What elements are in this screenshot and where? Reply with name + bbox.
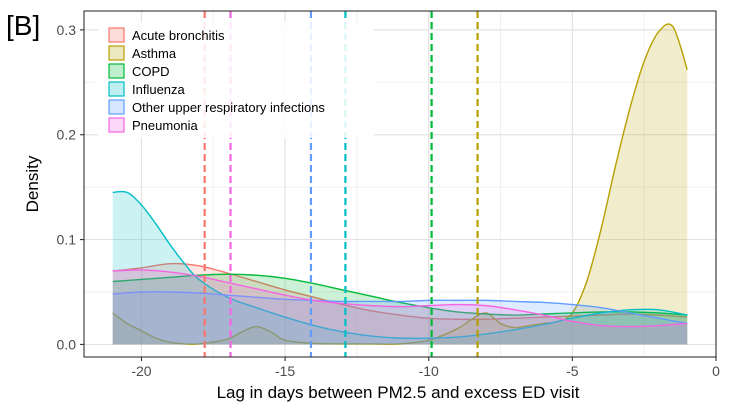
- x-tick-label: -20: [131, 363, 151, 379]
- density-curve: [112, 23, 688, 346]
- y-tick-label: 0.1: [57, 232, 77, 248]
- y-tick-label: 0.3: [57, 22, 77, 38]
- x-tick-label: 0: [712, 363, 720, 379]
- density-curve: [112, 269, 688, 328]
- legend-key: [108, 99, 125, 115]
- legend-label: Pneumonia: [132, 118, 199, 133]
- legend-key: [108, 63, 125, 79]
- legend-label: Asthma: [132, 46, 177, 61]
- legend-background: [98, 22, 374, 138]
- density-curve: [112, 291, 688, 325]
- density-series-3: [112, 190, 688, 345]
- y-axis-label: Density: [23, 155, 42, 212]
- legend-label: COPD: [132, 64, 170, 79]
- density-series-4: [112, 291, 688, 345]
- density-curve: [112, 262, 688, 321]
- x-axis-label: Lag in days between PM2.5 and excess ED …: [217, 383, 580, 402]
- y-tick-label: 0.2: [57, 127, 77, 143]
- density-area: [112, 191, 688, 345]
- density-areas: [112, 23, 688, 346]
- panel-label: [B]: [6, 10, 41, 41]
- legend-key: [108, 81, 125, 97]
- density-series-2: [112, 273, 688, 345]
- legend-key: [108, 45, 125, 61]
- legend-label: Influenza: [132, 82, 186, 97]
- density-area: [112, 291, 688, 345]
- x-tick-label: -15: [275, 363, 295, 379]
- density-area: [112, 274, 688, 345]
- legend-key: [108, 27, 125, 43]
- x-tick-label: -5: [566, 363, 579, 379]
- legend-label: Other upper respiratory infections: [132, 100, 325, 115]
- legend-label: Acute bronchitis: [132, 28, 225, 43]
- y-tick-label: 0.0: [57, 336, 77, 352]
- density-series-5: [112, 269, 688, 345]
- axes: -20 -15 -10 -5 0 0.0 0.1 0.2 0.3 Lag in days betw…: [23, 22, 720, 402]
- x-tick-label: -10: [419, 363, 439, 379]
- panel-border: [83, 10, 717, 358]
- density-curve: [112, 190, 688, 340]
- density-curve: [112, 273, 688, 316]
- legend-key: [108, 117, 125, 133]
- legend: Acute bronchitis Asthma COPD Influenza Other…: [98, 22, 374, 138]
